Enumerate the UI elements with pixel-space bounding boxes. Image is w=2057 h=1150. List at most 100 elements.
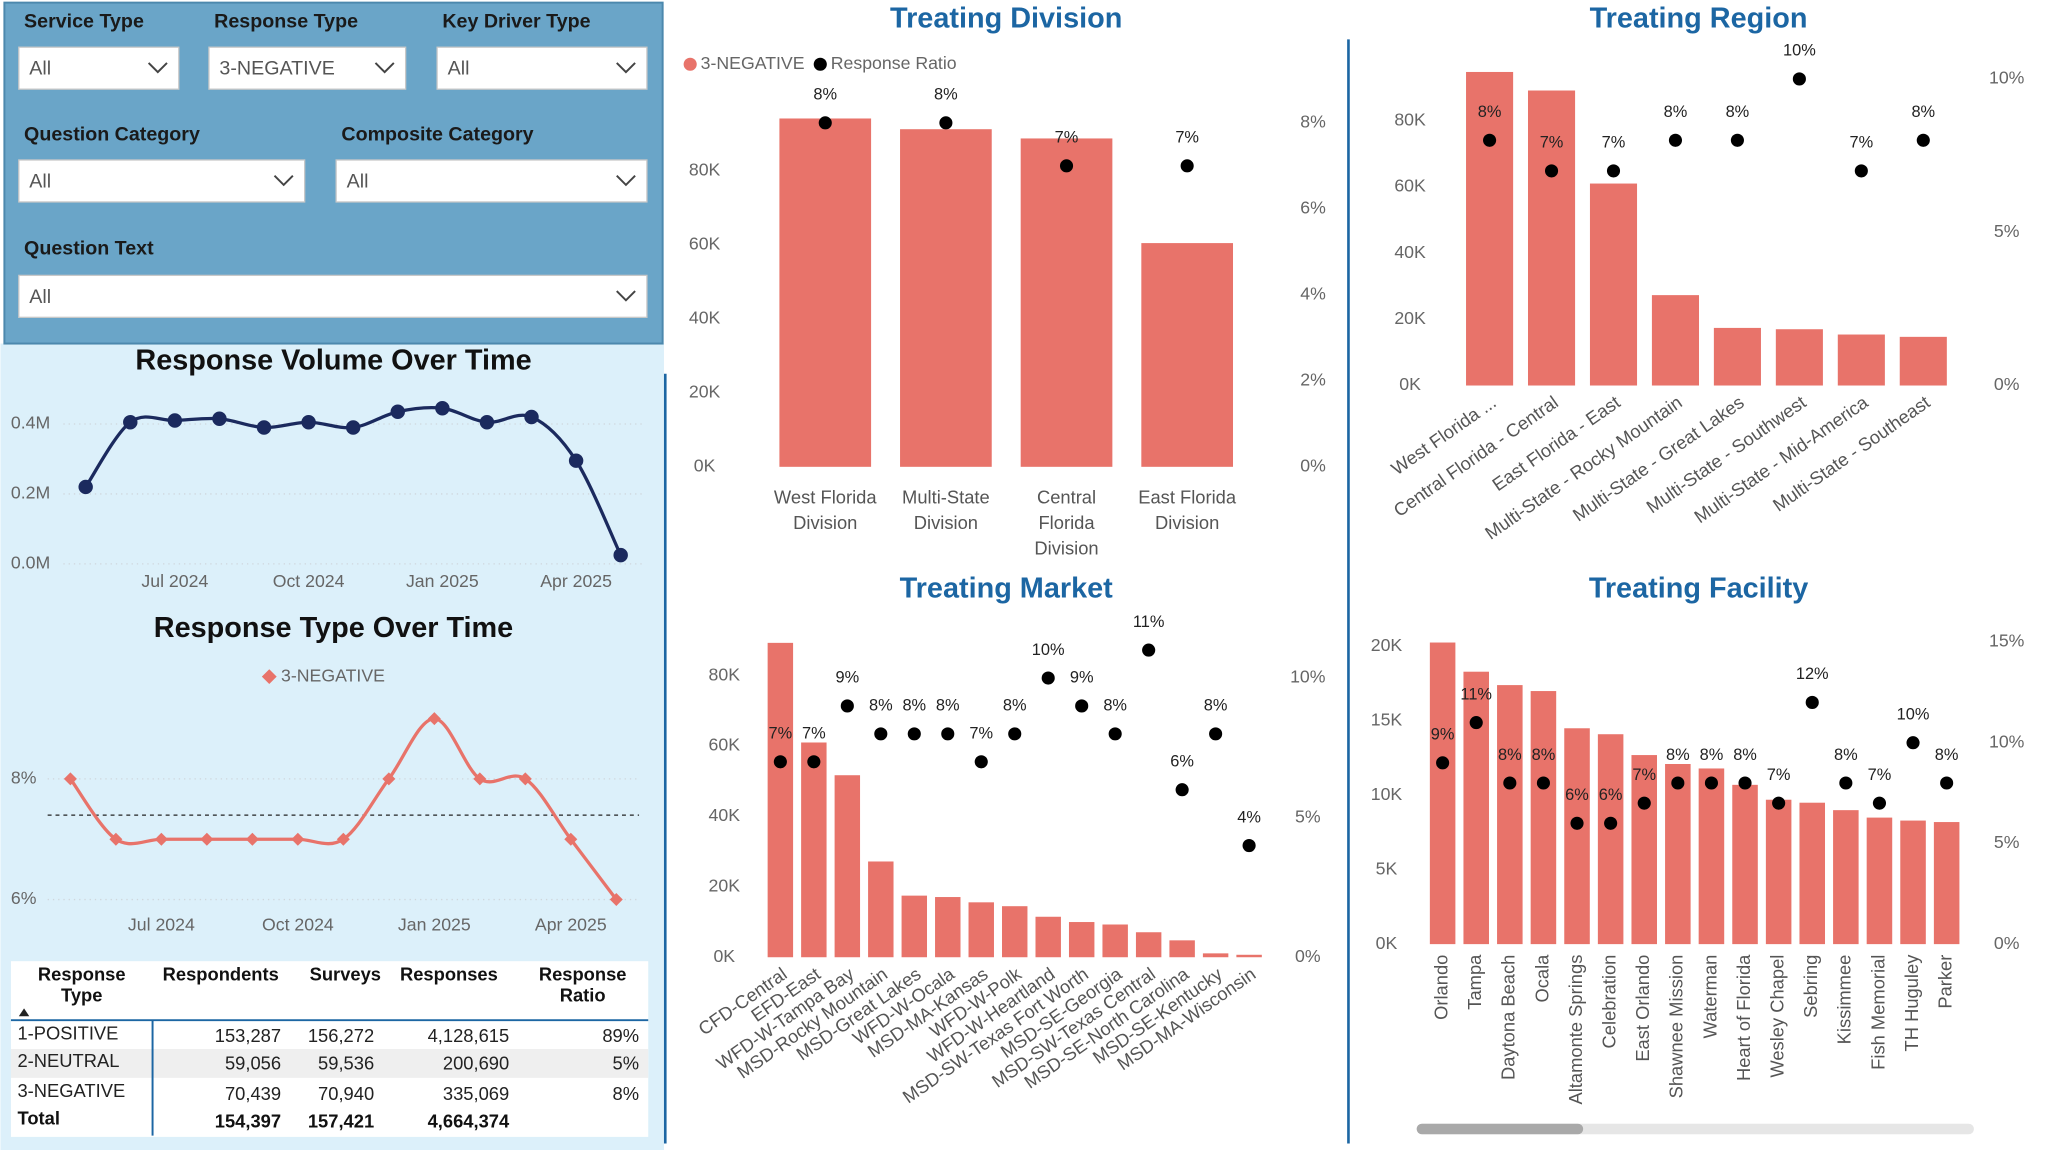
bar	[935, 897, 961, 958]
ratio-dot	[1772, 796, 1786, 810]
ratio-dot	[1209, 727, 1223, 741]
ratio-dot	[1671, 776, 1685, 790]
x-tick-label: West Florida Division	[774, 486, 877, 533]
y-tick-label: 5K	[1376, 858, 1398, 878]
ratio-dot	[1738, 776, 1752, 790]
bar	[1631, 755, 1658, 945]
ratio-dot	[1668, 133, 1683, 147]
data-label: 8%	[1204, 697, 1228, 715]
chevron	[616, 290, 636, 302]
point	[473, 772, 487, 786]
y-tick-label: 0.4M	[11, 413, 50, 433]
x-tick-label: Oct 2024	[262, 914, 334, 934]
data-label: 8%	[936, 697, 960, 715]
dropdown[interactable]	[18, 46, 180, 90]
bar	[1236, 954, 1262, 958]
y-tick-label: 10%	[1290, 667, 1326, 687]
x-tick-label: Jan 2025	[406, 571, 479, 591]
ratio-dot	[1906, 736, 1920, 750]
chart-title: Treating Facility	[1589, 573, 1808, 605]
y-tick-label: 60K	[689, 234, 721, 254]
text-line: Division	[793, 512, 857, 533]
y-tick-label: 15%	[1989, 631, 2025, 651]
bar	[1837, 334, 1885, 386]
data-label: 8%	[1103, 697, 1127, 715]
ratio-dot	[1041, 671, 1055, 685]
bar	[834, 775, 861, 958]
y-tick-label: 80K	[1394, 109, 1426, 129]
dropdown[interactable]	[18, 274, 648, 318]
scrollbar-thumb[interactable]	[1416, 1123, 1584, 1135]
data-label: 10%	[1783, 42, 1816, 60]
ratio-dot	[1805, 695, 1819, 709]
sort-icon	[18, 1008, 30, 1017]
y-tick-label: 8%	[11, 768, 37, 788]
ratio-dot	[1436, 756, 1450, 770]
chart-title: Response Type Over Time	[154, 612, 513, 644]
bar	[1597, 734, 1624, 945]
x-tick-label: Kissimmee	[1834, 955, 1855, 1045]
y-tick-label: 20K	[1371, 635, 1403, 655]
ratio-dot	[874, 727, 888, 741]
total-cell: 157,421	[308, 1110, 374, 1131]
ratio-dot	[974, 755, 988, 769]
y-tick-label: 8%	[1300, 112, 1326, 132]
dropdown[interactable]	[436, 46, 648, 90]
bar	[1102, 924, 1128, 958]
data-label: 9%	[1431, 726, 1455, 744]
bar	[1002, 906, 1028, 958]
x-tick-label: Parker	[1934, 955, 1955, 1009]
chevron	[147, 62, 168, 74]
column-header: Response Type	[38, 963, 126, 1005]
ratio-dot	[1544, 164, 1559, 178]
data-label: 7%	[1175, 129, 1199, 147]
x-tick-label: Shawnee Mission	[1666, 955, 1687, 1099]
y-tick-label: 0K	[713, 946, 735, 966]
ratio-dot	[1142, 643, 1156, 657]
y-tick-label: 40K	[1394, 242, 1426, 262]
total-cell: 4,664,374	[428, 1110, 510, 1131]
ratio-dot	[1872, 796, 1887, 810]
ratio-dot	[1536, 776, 1550, 790]
point	[63, 772, 77, 786]
x-tick-label: Celebration	[1598, 955, 1619, 1049]
bar	[1564, 728, 1590, 945]
point	[123, 415, 138, 430]
point	[382, 772, 396, 786]
y-tick-label: 10%	[1989, 731, 2025, 751]
ratio-dot	[939, 116, 953, 130]
y-tick-label: 15K	[1371, 710, 1403, 730]
bar	[1651, 295, 1700, 386]
x-tick-label: Ocala	[1531, 954, 1552, 1003]
y-tick-label: 20K	[689, 382, 721, 402]
bar	[1035, 916, 1061, 958]
row-shade	[10, 1049, 649, 1078]
dropdown[interactable]	[208, 46, 407, 90]
dropdown[interactable]	[335, 159, 648, 203]
data-label: 4%	[1237, 808, 1261, 826]
y-tick-label: 40K	[689, 308, 721, 328]
filter-label: Question Text	[24, 237, 154, 259]
ratio-dot	[1839, 776, 1853, 790]
bar	[1020, 138, 1113, 467]
bar	[1775, 329, 1823, 386]
bar	[1900, 820, 1926, 945]
bar	[1589, 183, 1638, 386]
data-label: 7%	[1868, 766, 1892, 784]
table-cell: 70,439	[225, 1083, 281, 1104]
bar	[1799, 802, 1826, 945]
dropdown[interactable]	[18, 159, 306, 203]
y-tick-label: 0K	[694, 455, 716, 475]
y-tick-label: 0K	[1376, 933, 1398, 953]
column-header: Surveys	[310, 963, 381, 984]
dropdown-value: All	[448, 58, 470, 80]
y-tick-label: 4%	[1300, 283, 1326, 303]
legend-label: 3-NEGATIVE	[701, 53, 805, 73]
table-cell: 2-NEUTRAL	[17, 1050, 119, 1071]
column-header: Respondents	[163, 963, 279, 984]
chevron	[616, 62, 636, 74]
x-tick-label: Altamonte Springs	[1565, 955, 1586, 1105]
data-label: 8%	[1700, 746, 1724, 764]
chart-title: Response Volume Over Time	[135, 345, 531, 377]
bar	[779, 118, 872, 467]
